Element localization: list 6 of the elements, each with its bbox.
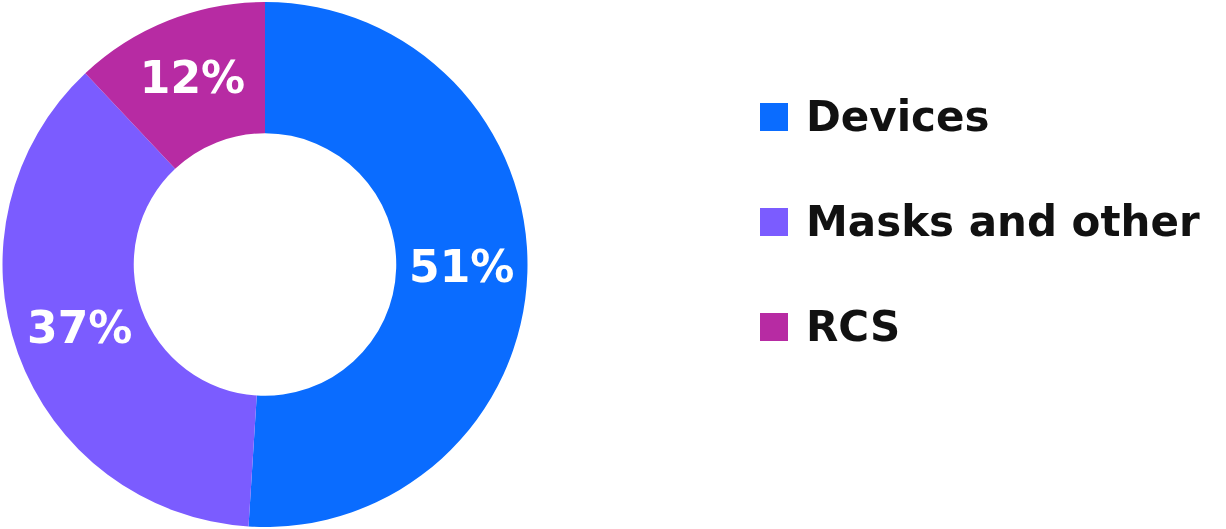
- data-label: 51%: [409, 241, 515, 293]
- legend-label: Devices: [806, 92, 990, 141]
- data-label: 37%: [27, 301, 133, 353]
- legend-label: RCS: [806, 302, 901, 351]
- legend-label: Masks and other: [806, 197, 1200, 246]
- data-label: 12%: [139, 51, 246, 103]
